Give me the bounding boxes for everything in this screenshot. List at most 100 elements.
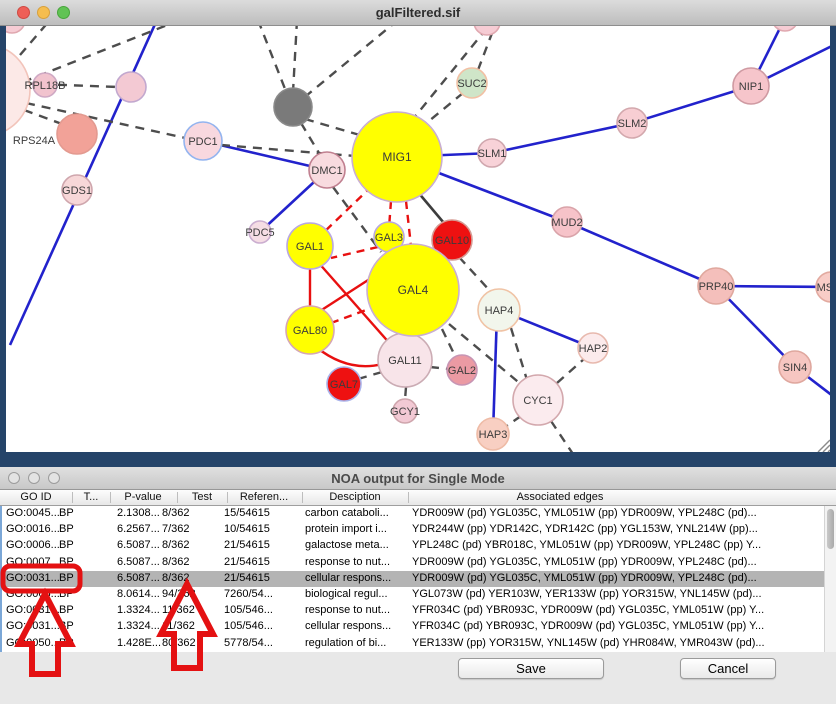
table-row[interactable]: GO:0065... BP 8.0614... 94/362 7260/54... bio…	[2, 587, 824, 603]
node-gcy1[interactable]	[392, 398, 418, 424]
node-label-gcy1: GCY1	[390, 406, 420, 418]
scrollbar-thumb[interactable]	[827, 509, 834, 549]
minimize-button-icon[interactable]	[37, 6, 50, 19]
cell-p: 1.3324...	[117, 620, 160, 633]
column-header-0[interactable]: GO ID	[20, 491, 52, 503]
node-pink-top1[interactable]	[473, 26, 501, 36]
column-header-2[interactable]: P-value	[124, 491, 162, 503]
cell-test: 7/362	[162, 523, 190, 536]
edge	[566, 220, 717, 288]
node-nip1[interactable]	[732, 67, 770, 105]
column-separator[interactable]	[302, 492, 303, 503]
cell-type: BP	[59, 507, 74, 519]
table-row[interactable]: GO:0006... BP 6.5087... 8/362 21/54615 galact…	[2, 538, 824, 554]
node-msl1[interactable]	[815, 271, 830, 303]
node-pink-top2[interactable]	[772, 26, 798, 32]
table-header[interactable]: GO ID T... P-value Test Referen... Desciption…	[0, 490, 836, 506]
cell-edges: YPL248C (pd) YBR018C, YML051W (pp) YDR00…	[412, 539, 762, 552]
cell-type: BP	[59, 636, 74, 649]
resize-grip-icon[interactable]	[817, 439, 830, 452]
table-row[interactable]: GO:0045... BP 2.1308... 8/362 15/54615 carbon…	[2, 506, 824, 522]
column-header-4[interactable]: Referen...	[239, 491, 289, 503]
node-hap2[interactable]	[577, 332, 609, 364]
table-row[interactable]: GO:0016... BP 6.2567... 7/362 10/54615 protei…	[2, 522, 824, 538]
vertical-scrollbar[interactable]	[824, 506, 836, 652]
resize-grip-icon[interactable]	[827, 449, 830, 452]
node-rps24a[interactable]	[56, 113, 98, 155]
column-separator[interactable]	[227, 492, 228, 503]
node-cyc1[interactable]	[512, 374, 564, 426]
edge	[458, 256, 492, 293]
node-suc2[interactable]	[456, 67, 488, 99]
edge	[429, 365, 450, 371]
node-label-gal80: GAL80	[293, 325, 327, 337]
node-pdc5[interactable]	[248, 220, 272, 244]
node-pdc1[interactable]	[183, 121, 223, 161]
inactive-close-icon[interactable]	[8, 472, 20, 484]
column-separator[interactable]	[72, 492, 73, 503]
table-row[interactable]: GO:0031... BP 1.3324... 11/362 105/546... res…	[2, 603, 824, 619]
node-gal4[interactable]	[366, 243, 460, 337]
node-hap3[interactable]	[476, 417, 510, 451]
close-button-icon[interactable]	[17, 6, 30, 19]
node-gal7[interactable]	[326, 366, 362, 402]
cell-edges: YFR034C (pd) YBR093C, YDR009W (pd) YGL03…	[412, 604, 765, 617]
edge	[504, 415, 522, 428]
table-row[interactable]: GO:0031... BP 6.5087... 8/362 21/54615 cellul…	[2, 570, 824, 587]
network-canvas[interactable]: RPL18B RPS24A GDS1 PDC1 DMC1 PDC5 SUC2 SLM1 SLM2…	[6, 26, 830, 452]
column-header-3[interactable]: Test	[191, 491, 213, 503]
column-header-1[interactable]: T...	[83, 491, 99, 503]
edge	[556, 358, 585, 384]
network-graph: RPL18B RPS24A GDS1 PDC1 DMC1 PDC5 SUC2 SLM1 SLM2…	[6, 26, 830, 452]
node-gal2[interactable]	[446, 354, 478, 386]
node-prp40[interactable]	[697, 267, 735, 305]
zoom-button-icon[interactable]	[57, 6, 70, 19]
node-sin4[interactable]	[778, 350, 812, 384]
column-header-5[interactable]: Desciption	[329, 491, 381, 503]
inactive-zoom-icon[interactable]	[48, 472, 60, 484]
node-label-gal7: GAL7	[330, 379, 358, 391]
node-label-gal2: GAL2	[448, 365, 476, 377]
edge	[403, 386, 408, 401]
cell-type: BP	[59, 539, 74, 552]
node-label-gal4: GAL4	[398, 283, 429, 297]
edge	[387, 200, 393, 229]
node-hap4[interactable]	[477, 288, 521, 332]
node-gal80[interactable]	[285, 305, 335, 355]
table-row[interactable]: GO:0050... BP 1.428E... 80/362 5778/54... reg…	[2, 636, 824, 652]
table-row[interactable]: GO:0007... BP 6.5087... 8/362 21/54615 respon…	[2, 555, 824, 571]
node-pink-mid[interactable]	[115, 71, 147, 103]
table-row[interactable]: GO:0031... BP 1.3324... 11/362 105/546... cel…	[2, 619, 824, 635]
node-gds1[interactable]	[61, 174, 93, 206]
cell-go: GO:0016...	[6, 523, 60, 536]
node-gal1[interactable]	[286, 222, 334, 270]
node-dmc1[interactable]	[308, 151, 346, 189]
node-rpl18b[interactable]	[32, 72, 58, 98]
cancel-button[interactable]: Cancel	[680, 658, 776, 679]
edge	[330, 245, 379, 260]
save-button[interactable]: Save	[458, 658, 604, 679]
network-window-titlebar[interactable]: galFiltered.sif	[0, 0, 836, 26]
node-slm2[interactable]	[616, 107, 648, 139]
noa-window-title: NOA output for Single Mode	[331, 471, 505, 486]
column-separator[interactable]	[408, 492, 409, 503]
node-slm1[interactable]	[477, 138, 507, 168]
resize-grip-icon[interactable]	[822, 444, 830, 452]
cell-desc: galactose meta...	[305, 539, 389, 552]
noa-window-titlebar[interactable]: NOA output for Single Mode	[0, 467, 836, 490]
inactive-minimize-icon[interactable]	[28, 472, 40, 484]
column-separator[interactable]	[177, 492, 178, 503]
node-gray-node[interactable]	[273, 87, 313, 127]
node-big-left[interactable]	[6, 44, 31, 136]
node-mig1[interactable]	[351, 111, 443, 203]
cell-desc: cellular respons...	[305, 571, 392, 584]
column-header-6[interactable]: Associated edges	[516, 491, 604, 503]
cell-go: GO:0006...	[6, 539, 60, 552]
edge	[330, 305, 375, 325]
node-gal10[interactable]	[431, 219, 473, 261]
node-pink-corner[interactable]	[6, 26, 25, 34]
column-separator[interactable]	[110, 492, 111, 503]
node-mud2[interactable]	[551, 206, 583, 238]
cell-edges: YDR009W (pd) YGL035C, YML051W (pp) YDR00…	[412, 571, 757, 584]
edge	[631, 84, 752, 125]
